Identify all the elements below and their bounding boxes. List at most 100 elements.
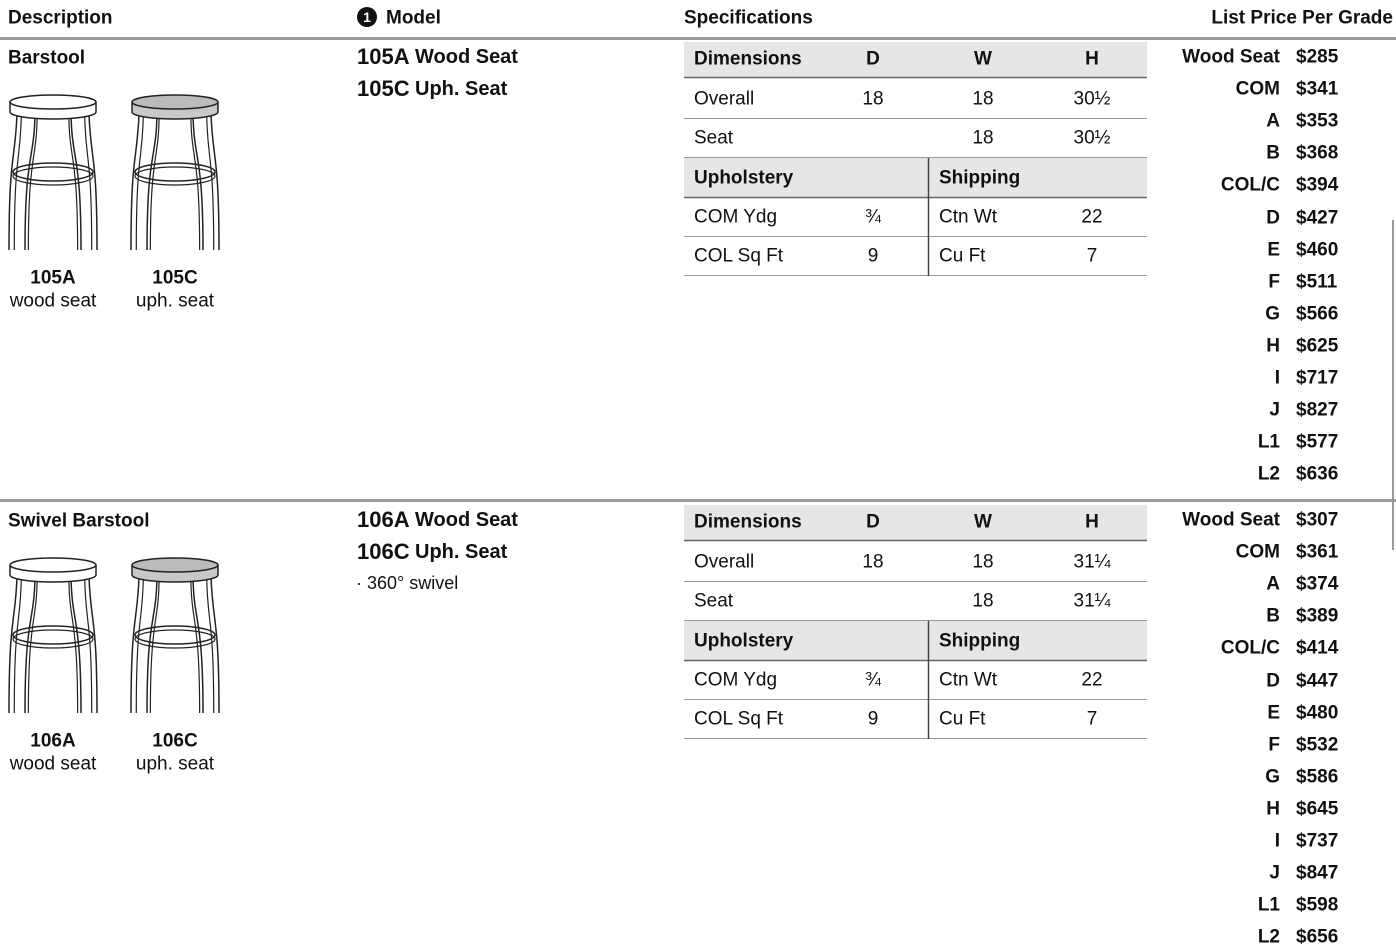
stool-illustration <box>88 113 98 251</box>
price-grade: Wood Seat <box>1182 509 1280 531</box>
price-value: $737 <box>1296 830 1339 852</box>
stool-illustration <box>9 557 97 573</box>
price-grade: L2 <box>1257 463 1280 485</box>
stool-illustration <box>210 113 220 251</box>
stool-illustration <box>68 576 79 714</box>
stool-illustration <box>8 576 18 714</box>
table-cell: COM Ydg <box>694 206 778 228</box>
table-header-bg <box>684 158 1147 197</box>
model-code: 106C <box>357 539 410 564</box>
product-description: Barstool <box>8 47 86 69</box>
column-header: Model <box>386 7 441 29</box>
price-grade: COM <box>1235 541 1280 563</box>
price-grade: F <box>1268 734 1280 756</box>
stool-illustration <box>149 113 160 251</box>
model-code: 106A <box>357 507 410 532</box>
price-value: $414 <box>1296 637 1339 659</box>
price-value: $656 <box>1296 926 1339 948</box>
price-grade: L1 <box>1257 431 1280 453</box>
table-cell: 31¼ <box>1073 551 1111 573</box>
price-grade: F <box>1268 271 1280 293</box>
table-cell: 22 <box>1081 669 1103 691</box>
price-grade: H <box>1266 798 1280 820</box>
stool-illustration <box>130 113 140 251</box>
table-header-bg <box>684 621 1147 660</box>
price-value: $427 <box>1296 207 1339 228</box>
table-header-bg <box>684 42 1147 77</box>
table-cell: 18 <box>972 551 994 573</box>
table-cell: 18 <box>862 88 884 110</box>
stool-illustration <box>206 576 215 714</box>
price-grade: H <box>1266 335 1280 357</box>
table-cell: ¾ <box>865 669 881 691</box>
price-grade: Wood Seat <box>1182 46 1280 68</box>
stool-illustration <box>131 557 219 573</box>
table-header: D <box>866 511 880 533</box>
column-header: Description <box>8 7 113 29</box>
price-grade: COL/C <box>1220 637 1280 659</box>
price-value: $717 <box>1296 367 1339 389</box>
stool-illustration <box>12 629 94 649</box>
image-caption: uph. seat <box>135 753 215 775</box>
price-value: $577 <box>1296 431 1339 453</box>
table-cell: 18 <box>972 88 994 110</box>
price-value: $480 <box>1296 702 1339 724</box>
stool-illustration <box>84 576 93 714</box>
table-cell: 7 <box>1086 708 1098 730</box>
table-cell: Ctn Wt <box>939 669 998 691</box>
table-header: Dimensions <box>694 511 802 533</box>
price-value: $460 <box>1296 239 1339 261</box>
table-header: W <box>974 511 992 533</box>
price-value: $374 <box>1296 573 1339 595</box>
stool-illustration <box>134 625 216 645</box>
stool-illustration <box>8 113 18 251</box>
price-value: $636 <box>1296 463 1339 485</box>
stool-illustration <box>12 166 94 186</box>
image-code: 106C <box>152 730 198 752</box>
stool-illustration <box>9 94 97 110</box>
table-cell: Cu Ft <box>939 708 986 730</box>
stool-illustration <box>68 113 79 251</box>
price-grade: L2 <box>1257 926 1280 948</box>
price-grade: A <box>1266 573 1280 595</box>
stool-illustration <box>135 113 144 251</box>
table-cell: 7 <box>1086 245 1098 267</box>
stool-illustration <box>70 113 82 251</box>
price-value: $353 <box>1296 110 1339 132</box>
stool-illustration <box>70 576 82 714</box>
model-code: 105A <box>357 44 410 69</box>
stool-illustration <box>206 113 215 251</box>
image-caption: wood seat <box>9 753 97 775</box>
table-cell: 18 <box>862 551 884 573</box>
model-label: Wood Seat <box>415 509 518 531</box>
stool-illustration <box>13 576 22 714</box>
table-header: Shipping <box>939 167 1021 189</box>
stool-illustration <box>27 576 38 714</box>
model-code: 105C <box>357 76 410 101</box>
stool-illustration <box>134 162 216 182</box>
price-grade: D <box>1266 670 1280 691</box>
model-marker: 1 <box>357 7 377 27</box>
stool-illustration <box>88 576 98 714</box>
table-header: W <box>974 48 992 70</box>
price-value: $394 <box>1296 174 1339 196</box>
table-header: Upholstery <box>694 630 794 652</box>
price-value: $625 <box>1296 335 1339 357</box>
table-cell: 9 <box>867 708 879 730</box>
price-grade: G <box>1265 766 1280 788</box>
price-value: $532 <box>1296 734 1339 756</box>
table-cell: 18 <box>972 127 994 149</box>
price-value: $827 <box>1296 399 1339 421</box>
model-label: Wood Seat <box>415 46 518 68</box>
stool-illustration <box>190 113 201 251</box>
stool-illustration <box>131 94 219 110</box>
stool-illustration <box>24 113 36 251</box>
table-header: Shipping <box>939 630 1021 652</box>
table-cell: COL Sq Ft <box>694 245 784 267</box>
price-value: $368 <box>1296 142 1339 164</box>
table-header: H <box>1085 48 1099 70</box>
column-header: List Price Per Grade <box>1211 7 1393 29</box>
price-value: $511 <box>1296 271 1338 293</box>
stool-illustration <box>192 576 204 714</box>
stool-illustration <box>192 113 204 251</box>
